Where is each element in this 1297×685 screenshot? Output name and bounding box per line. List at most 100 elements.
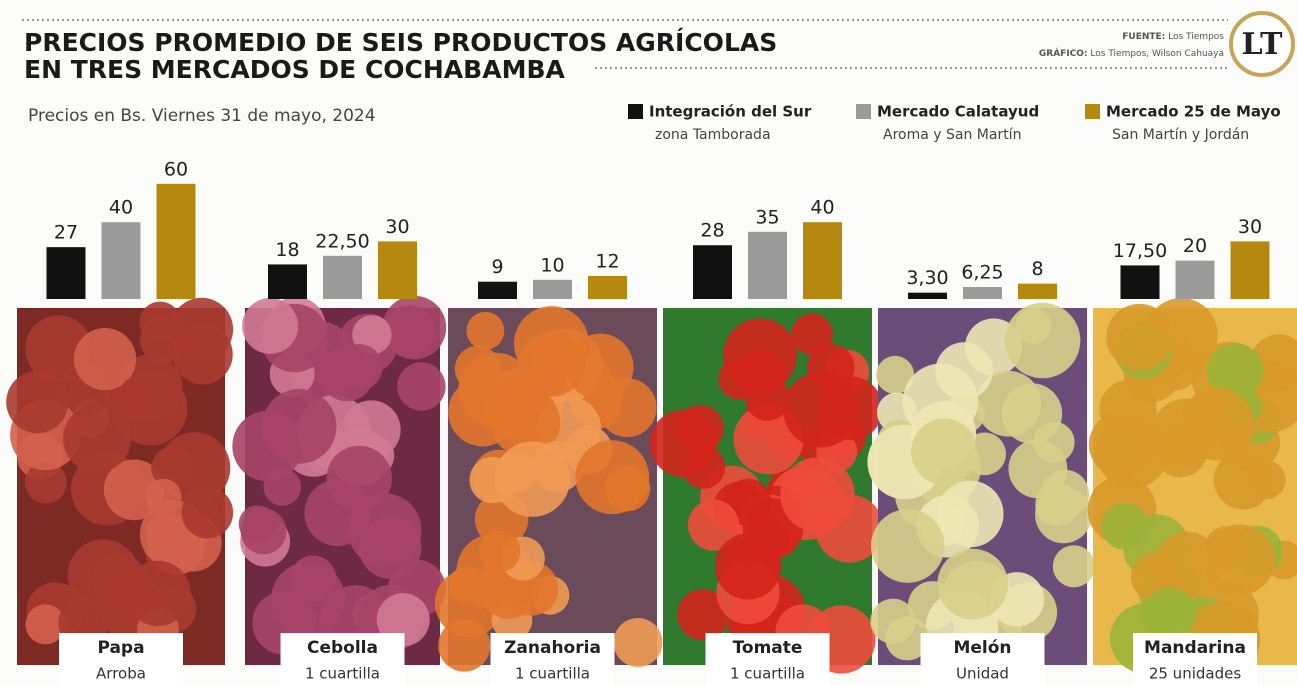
- bar: [1018, 284, 1057, 299]
- photo-texture: [455, 346, 501, 392]
- photo-texture: [466, 312, 504, 350]
- legend-location: zona Tamborada: [655, 127, 771, 143]
- value-label: 30: [1238, 216, 1262, 238]
- source-label: FUENTE:: [1122, 32, 1165, 42]
- credit: GRÁFICO: Los Tiempos, Wilson Cahuaya: [1039, 47, 1224, 59]
- chart-title: EN TRES MERCADOS DE COCHABAMBA: [24, 55, 565, 84]
- bar: [378, 241, 417, 299]
- photo-texture: [937, 549, 1008, 620]
- category-unit: Arroba: [96, 665, 146, 683]
- photo-texture: [145, 479, 181, 515]
- legend-swatch: [628, 104, 643, 119]
- photo-texture: [1053, 545, 1095, 587]
- value-label: 40: [109, 197, 133, 219]
- legend-swatch: [856, 104, 871, 119]
- bar: [693, 245, 732, 299]
- category-label: Mandarina: [1144, 638, 1246, 658]
- photo-texture: [791, 313, 833, 355]
- source: FUENTE: Los Tiempos: [1122, 32, 1224, 42]
- photo-texture: [182, 487, 234, 539]
- bar: [102, 222, 141, 299]
- bar: [1121, 265, 1160, 299]
- bar: [1231, 241, 1270, 299]
- photo-texture: [140, 316, 187, 363]
- value-label: 27: [54, 222, 78, 244]
- infographic: PRECIOS PROMEDIO DE SEIS PRODUCTOS AGRÍC…: [0, 0, 1297, 685]
- value-label: 28: [700, 220, 724, 242]
- photo-texture: [1106, 304, 1173, 371]
- photo-texture: [438, 619, 490, 671]
- category-unit: Unidad: [956, 665, 1009, 683]
- photo-texture: [1005, 303, 1081, 379]
- credit-text: Los Tiempos, Wilson Cahuaya: [1090, 49, 1224, 59]
- photo-texture: [1101, 503, 1148, 550]
- bar: [963, 287, 1002, 299]
- source-text: Los Tiempos: [1168, 32, 1224, 42]
- photo-texture: [1040, 470, 1089, 519]
- photo-texture: [780, 457, 855, 532]
- photo-texture: [242, 298, 298, 354]
- photo-texture: [113, 371, 187, 445]
- bar: [908, 293, 947, 299]
- category-unit: 1 cuartilla: [515, 665, 590, 683]
- bar: [533, 280, 572, 299]
- bar: [47, 247, 86, 299]
- category-unit: 1 cuartilla: [305, 665, 380, 683]
- category-label: Cebolla: [307, 638, 378, 658]
- legend-swatch: [1085, 104, 1100, 119]
- value-label: 60: [164, 158, 188, 180]
- value-label: 17,50: [1113, 240, 1167, 262]
- photo-texture: [819, 376, 883, 440]
- value-label: 10: [540, 254, 564, 276]
- photo-texture: [479, 531, 520, 572]
- logo: LT: [1242, 27, 1284, 62]
- photo-texture: [1180, 387, 1253, 460]
- photo-texture: [937, 481, 1004, 548]
- photo-texture: [715, 533, 781, 599]
- category-label: Tomate: [733, 638, 803, 658]
- bar: [803, 222, 842, 299]
- photo-texture: [614, 618, 663, 667]
- photo-texture: [1204, 526, 1248, 570]
- category-label: Papa: [97, 638, 144, 658]
- photo-texture: [262, 389, 337, 464]
- value-label: 18: [275, 239, 299, 261]
- legend-location: San Martín y Jordán: [1112, 127, 1249, 143]
- photo-texture: [239, 505, 276, 542]
- photo-texture: [397, 362, 445, 410]
- credit-label: GRÁFICO:: [1039, 47, 1088, 59]
- photo-texture: [271, 562, 345, 636]
- value-label: 20: [1183, 235, 1207, 257]
- bar: [748, 232, 787, 299]
- photo-texture: [911, 419, 977, 485]
- value-label: 30: [385, 216, 409, 238]
- legend-label: Mercado Calatayud: [877, 103, 1039, 121]
- value-label: 35: [755, 206, 779, 228]
- bar: [478, 282, 517, 299]
- bar: [157, 184, 196, 299]
- category-label: Zanahoria: [504, 638, 601, 658]
- photo-texture: [382, 296, 446, 360]
- bar: [588, 276, 627, 299]
- photo-texture: [336, 344, 382, 390]
- category-unit: 1 cuartilla: [730, 665, 805, 683]
- bar: [1176, 261, 1215, 299]
- value-label: 9: [491, 256, 503, 278]
- photo-texture: [1033, 422, 1075, 464]
- value-label: 6,25: [961, 262, 1003, 284]
- photo-texture: [326, 446, 392, 512]
- value-label: 8: [1031, 258, 1043, 280]
- chart-title: PRECIOS PROMEDIO DE SEIS PRODUCTOS AGRÍC…: [24, 28, 777, 57]
- category-label: Melón: [953, 638, 1011, 658]
- value-label: 12: [595, 250, 619, 272]
- category-unit: 25 unidades: [1149, 665, 1241, 683]
- subtitle: Precios en Bs. Viernes 31 de mayo, 2024: [28, 106, 376, 126]
- value-label: 22,50: [315, 230, 369, 252]
- bar: [323, 256, 362, 299]
- value-label: 3,30: [906, 267, 948, 289]
- bar: [268, 264, 307, 299]
- legend-label: Integración del Sur: [649, 103, 812, 121]
- photo-texture: [1089, 412, 1155, 478]
- photo-texture: [449, 566, 487, 604]
- photo-texture: [871, 509, 945, 583]
